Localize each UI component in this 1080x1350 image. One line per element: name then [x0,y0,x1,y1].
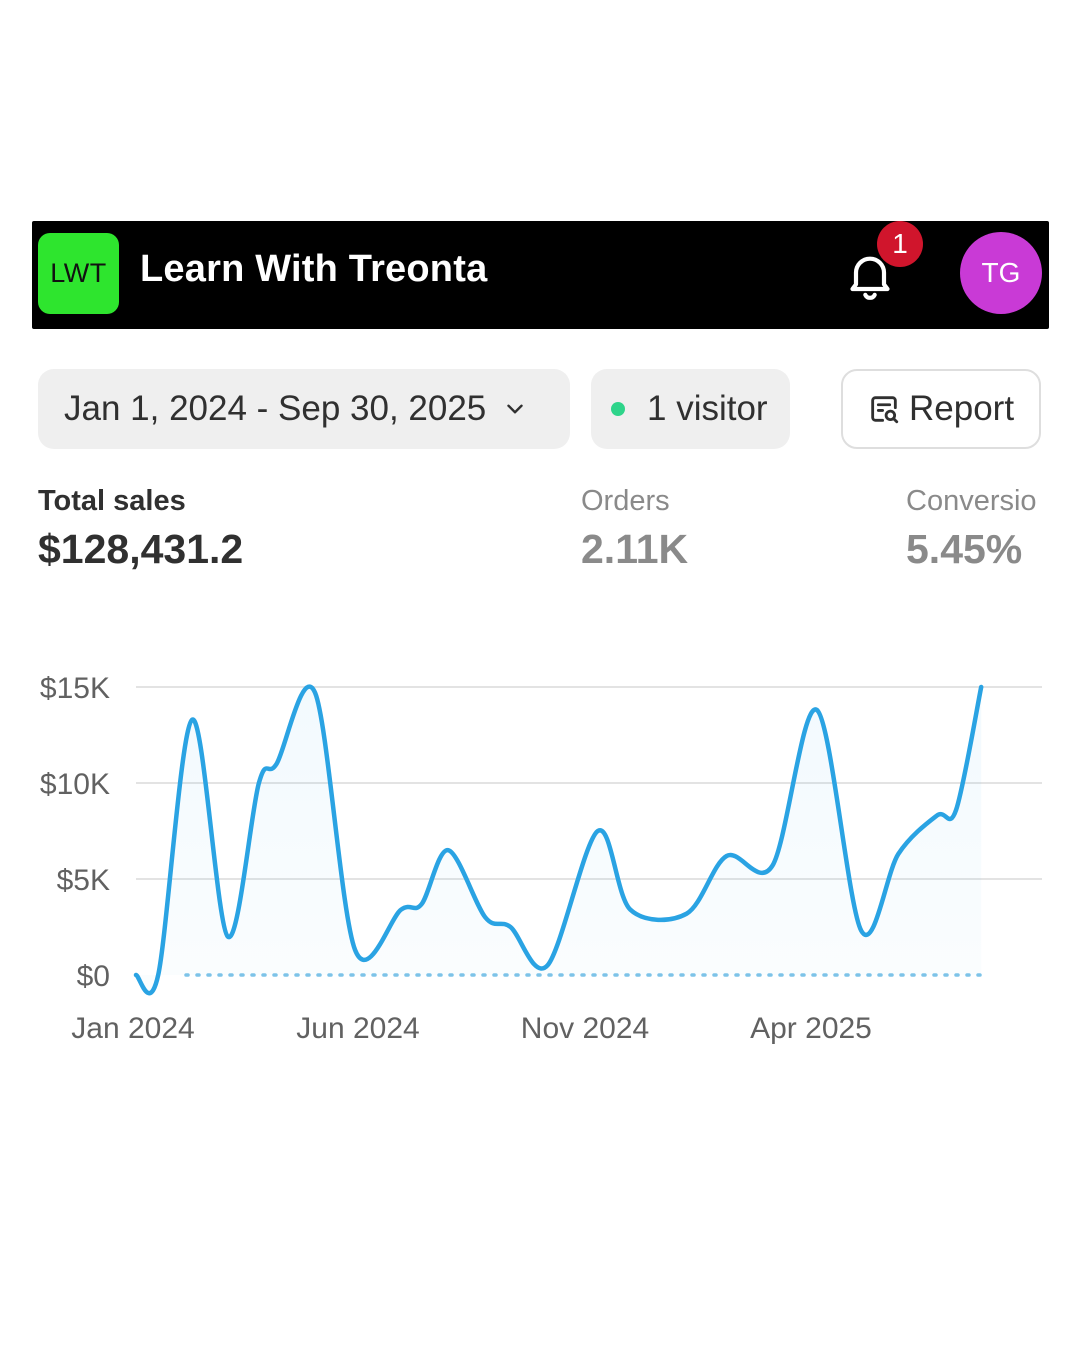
y-axis-tick-label: $0 [77,960,110,993]
metric-orders[interactable]: Orders 2.11K [581,485,688,573]
metric-label: Orders [581,485,670,517]
date-range-picker[interactable]: Jan 1, 2024 - Sep 30, 2025 [38,369,570,449]
report-search-icon [871,396,899,424]
metric-label: Conversio [906,485,1037,517]
metric-label: Total sales [38,485,186,517]
chevron-down-icon [507,404,523,414]
sales-series-line [133,684,984,996]
top-bar: LWT Learn With Treonta 1 TG [32,221,1049,329]
x-axis-tick-label: Apr 2025 [750,1012,872,1045]
metric-conversion[interactable]: Conversio 5.45% [906,485,1049,573]
metric-value: $128,431.2 [38,526,244,572]
notification-count-badge[interactable]: 1 [877,221,923,267]
report-button[interactable]: Report [841,369,1041,449]
report-label: Report [909,389,1015,428]
visitors-label: 1 visitor [647,389,768,428]
live-status-dot [611,402,625,416]
y-axis-tick-label: $10K [40,768,110,801]
metric-value: 2.11K [581,526,689,572]
user-avatar[interactable]: TG [960,232,1042,314]
x-axis-tick-label: Jan 2024 [71,1012,194,1045]
notifications-bell-icon[interactable] [842,247,898,303]
x-axis-tick-label: Nov 2024 [521,1012,649,1045]
y-axis-tick-label: $5K [57,864,110,897]
metric-total-sales[interactable]: Total sales $128,431.2 [38,485,243,573]
metric-value: 5.45% [906,526,1023,572]
store-logo[interactable]: LWT [38,233,119,314]
store-name[interactable]: Learn With Treonta [140,248,488,290]
date-range-label: Jan 1, 2024 - Sep 30, 2025 [64,389,487,428]
live-visitors-button[interactable]: 1 visitor [591,369,790,449]
x-axis-tick-label: Jun 2024 [296,1012,419,1045]
y-axis-tick-label: $15K [40,672,110,705]
